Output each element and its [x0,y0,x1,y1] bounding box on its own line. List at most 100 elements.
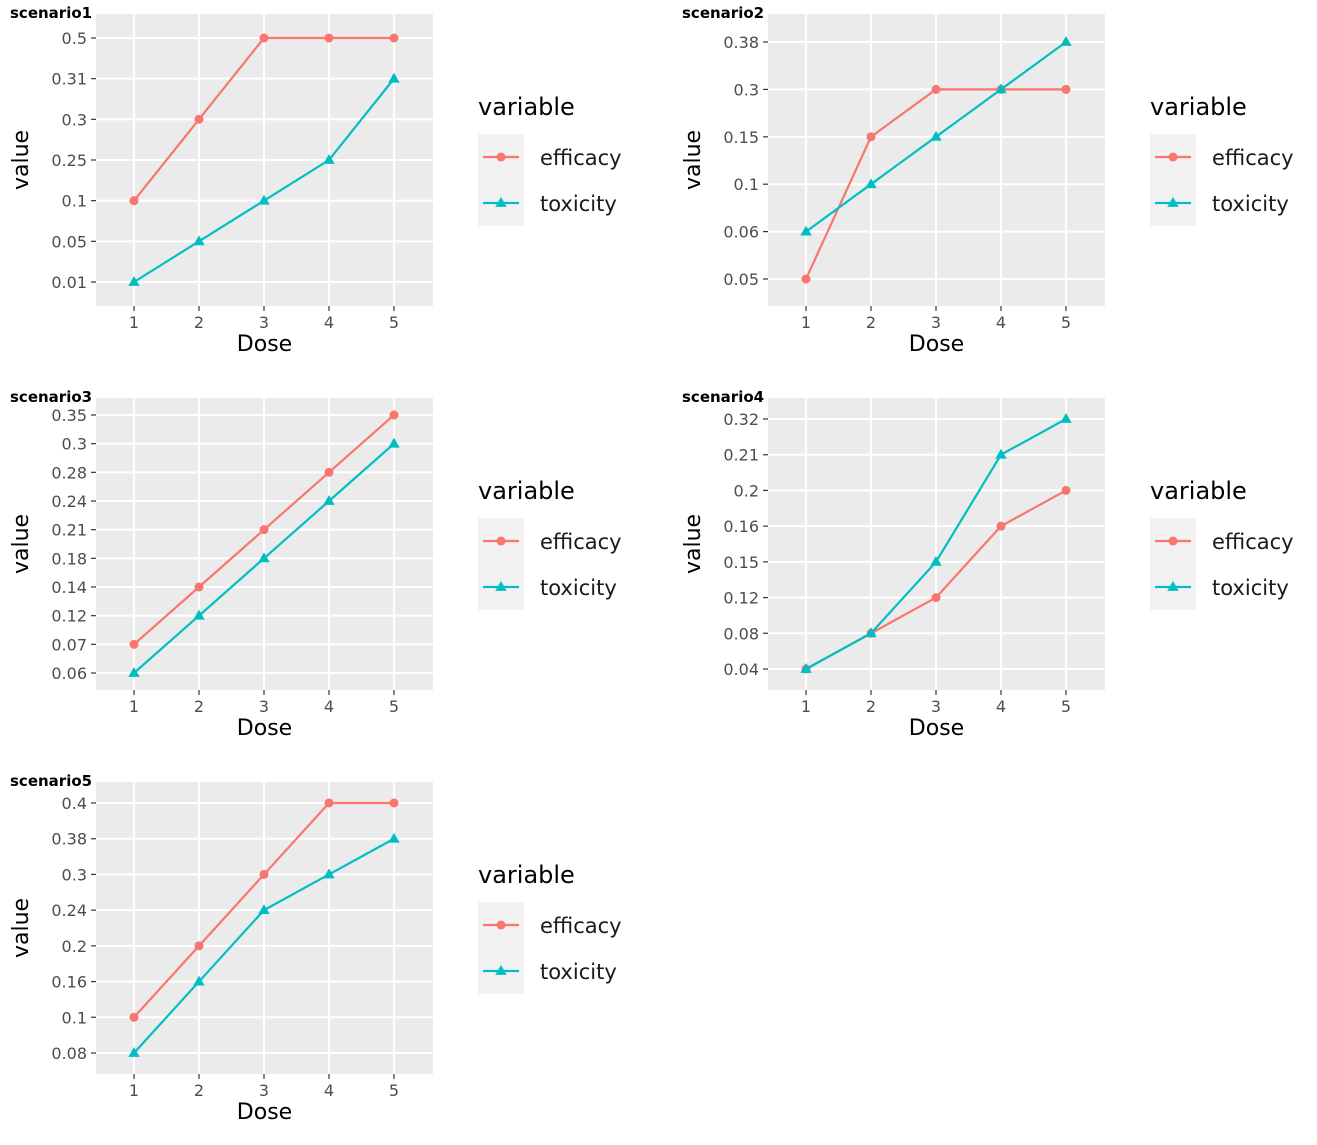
y-tick-label: 0.38 [51,830,87,849]
data-point-toxicity [323,495,335,505]
x-tick-label: 1 [129,697,139,716]
y-tick-label: 0.08 [51,1044,87,1063]
y-tick-label: 0.12 [723,589,759,608]
y-tick-label: 0.1 [62,192,87,211]
y-tick-label: 0.3 [734,80,759,99]
x-axis-title: Dose [909,716,964,741]
y-tick-label: 0.07 [51,635,87,654]
y-tick-label: 0.1 [734,175,759,194]
x-tick-label: 1 [129,313,139,332]
y-tick-label: 0.5 [62,29,87,48]
data-point-efficacy [1061,485,1071,495]
data-point-efficacy [259,33,269,43]
x-tick-label: 5 [389,697,399,716]
panel-title: scenario3 [10,388,92,406]
y-tick-label: 0.3 [62,110,87,129]
x-axis-title: Dose [237,1100,292,1125]
y-tick-label: 0.2 [62,937,87,956]
legend-title: variable [1150,477,1247,505]
y-tick-label: 0.04 [723,660,759,679]
x-tick-label: 5 [1061,697,1071,716]
data-point-toxicity [865,178,877,189]
data-point-toxicity [193,975,205,986]
y-tick-label: 0.15 [723,128,759,147]
y-tick-label: 0.3 [62,865,87,884]
x-tick-label: 4 [324,697,334,716]
x-tick-label: 4 [324,313,334,332]
legend-title: variable [478,93,575,121]
data-point-toxicity [323,154,335,164]
y-tick-label: 0.05 [51,232,87,251]
x-tick-label: 3 [259,1081,269,1100]
legend-label-efficacy: efficacy [1212,146,1294,170]
y-tick-label: 0.16 [723,517,759,536]
legend-key-marker [1168,152,1178,162]
legend-key-marker [1168,536,1178,546]
chart-2: 0.05 0.06 0.1 0.15 0.3 0.38 1 2 3 4 5 Dose value scen… [681,4,1294,357]
data-point-toxicity [128,276,140,286]
data-point-efficacy [1061,84,1071,94]
y-tick-label: 0.01 [51,273,87,292]
data-point-efficacy [259,525,269,535]
x-tick-label: 4 [996,697,1006,716]
x-axis-title: Dose [909,332,964,357]
legend-title: variable [1150,93,1247,121]
data-point-toxicity [193,235,205,246]
legend-key-marker [1167,197,1179,207]
y-tick-label: 0.25 [51,151,87,170]
chart-5: 0.08 0.1 0.16 0.2 0.24 0.3 0.38 0.4 1 2 3 4 5 Dose val… [9,772,622,1125]
y-tick-label: 0.24 [51,492,87,511]
data-point-toxicity [323,868,335,879]
data-point-toxicity [930,555,942,566]
data-point-toxicity [388,437,400,448]
y-tick-label: 0.08 [723,624,759,643]
panel-title: scenario5 [10,772,92,790]
data-point-efficacy [324,467,334,477]
y-tick-label: 0.32 [723,410,759,429]
data-point-efficacy [129,639,139,649]
data-point-toxicity [1060,413,1072,423]
x-tick-label: 5 [1061,313,1071,332]
chart-3: 0.06 0.07 0.12 0.14 0.18 0.21 0.24 0.28 0.3 0.35 1… [9,388,622,741]
data-point-toxicity [1060,36,1072,46]
data-point-toxicity [800,663,812,673]
data-point-efficacy [389,410,399,420]
legend-key-marker [496,536,506,546]
legend-key-marker [495,965,507,975]
x-tick-label: 1 [129,1081,139,1100]
x-tick-label: 4 [324,1081,334,1100]
legend-key-marker [496,152,506,162]
data-point-toxicity [128,667,140,677]
data-point-efficacy [129,1012,139,1022]
x-tick-label: 4 [996,313,1006,332]
y-tick-label: 0.05 [723,270,759,289]
y-tick-label: 0.15 [723,553,759,572]
legend-label-efficacy: efficacy [1212,530,1294,554]
y-tick-label: 0.2 [734,481,759,500]
y-tick-label: 0.21 [723,446,759,465]
y-tick-label: 0.4 [62,794,87,813]
x-tick-label: 2 [194,697,204,716]
legend-label-efficacy: efficacy [540,530,622,554]
y-axis-title: value [681,130,706,190]
y-tick-label: 0.35 [51,406,87,425]
y-tick-label: 0.14 [51,578,87,597]
data-point-toxicity [865,627,877,638]
data-point-toxicity [388,832,400,843]
legend-label-toxicity: toxicity [540,960,617,984]
chart-4: 0.04 0.08 0.12 0.15 0.16 0.2 0.21 0.32 1 2 3 4 5 Dose… [681,388,1294,741]
legend-key-marker [1167,581,1179,591]
y-tick-label: 0.06 [723,223,759,242]
legend-label-toxicity: toxicity [1212,576,1289,600]
data-point-efficacy [194,114,204,124]
x-tick-label: 2 [866,313,876,332]
y-axis-title: value [9,514,34,574]
panel-title: scenario4 [682,388,764,406]
legend-label-toxicity: toxicity [540,192,617,216]
x-tick-label: 2 [866,697,876,716]
y-tick-label: 0.06 [51,664,87,683]
data-point-toxicity [258,904,270,915]
data-point-toxicity [388,72,400,83]
y-tick-label: 0.28 [51,463,87,482]
